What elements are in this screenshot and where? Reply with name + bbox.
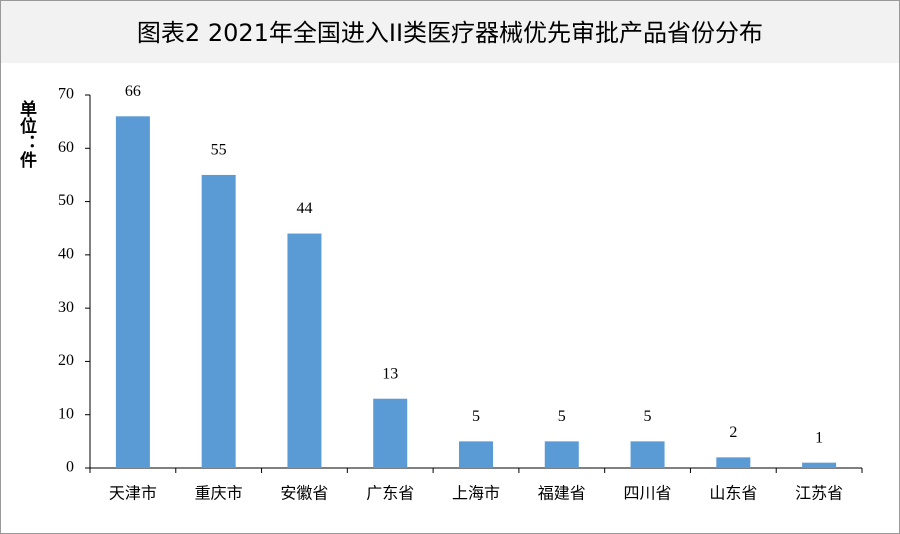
value-label: 44 (296, 200, 312, 217)
y-tick-label: 60 (58, 139, 74, 156)
value-label: 5 (472, 408, 480, 425)
bar (287, 233, 322, 468)
value-label: 5 (558, 408, 566, 425)
value-label: 13 (382, 365, 398, 382)
bar (373, 398, 408, 468)
y-tick-label: 50 (58, 192, 74, 209)
x-tick-label: 重庆市 (195, 484, 243, 503)
x-tick-label: 福建省 (538, 484, 586, 503)
y-tick-label: 40 (58, 246, 74, 263)
chart-title: 图表2 2021年全国进入II类医疗器械优先审批产品省份分布 (137, 19, 763, 47)
bar (459, 441, 493, 468)
bar (802, 462, 837, 468)
y-tick-label: 0 (66, 459, 74, 476)
title-band (1, 1, 899, 63)
value-label: 55 (211, 142, 227, 159)
bar (201, 174, 236, 468)
x-tick-label: 山东省 (709, 484, 757, 503)
x-tick-label: 广东省 (366, 484, 414, 503)
y-axis-label: 单位：件 (16, 99, 37, 169)
x-tick-label: 安徽省 (280, 484, 328, 503)
bar (716, 457, 751, 468)
x-tick-label: 上海市 (452, 484, 500, 503)
value-label: 5 (644, 408, 652, 425)
y-tick-label: 10 (58, 405, 74, 422)
bar (630, 441, 665, 468)
value-label: 2 (729, 424, 737, 441)
x-tick-label: 天津市 (109, 484, 157, 503)
y-tick-label: 70 (58, 86, 74, 103)
bar (115, 116, 150, 469)
bar (544, 441, 579, 468)
x-tick-label: 江苏省 (795, 484, 843, 503)
x-tick-label: 四川省 (624, 484, 672, 503)
value-label: 1 (815, 429, 823, 446)
y-tick-label: 30 (58, 299, 74, 316)
y-tick-label: 20 (58, 352, 74, 369)
value-label: 66 (125, 83, 141, 100)
